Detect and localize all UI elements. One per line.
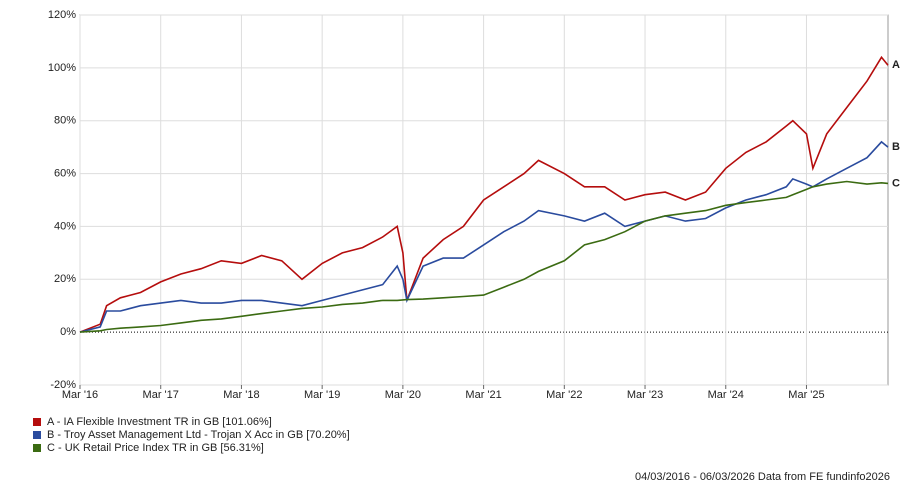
y-tick-label: -20%	[50, 379, 76, 391]
y-tick-label: 60%	[54, 167, 76, 179]
legend-swatch	[33, 431, 41, 439]
legend-swatch	[33, 444, 41, 452]
legend-label: A - IA Flexible Investment TR in GB [101…	[47, 416, 272, 428]
x-tick-label: Mar '18	[223, 389, 259, 401]
series-line	[79, 55, 889, 333]
y-tick-label: 0%	[60, 326, 76, 338]
footer: 04/03/2016 - 06/03/2026 Data from FE fun…	[635, 471, 890, 483]
series-line	[79, 140, 889, 333]
legend-swatch	[33, 418, 41, 426]
x-tick-label: Mar '22	[546, 389, 582, 401]
x-tick-label: Mar '17	[143, 389, 179, 401]
end-label: B	[892, 141, 900, 153]
y-tick-label: 100%	[48, 62, 76, 74]
y-tick-label: 20%	[54, 273, 76, 285]
legend-label: C - UK Retail Price Index TR in GB [56.3…	[47, 442, 264, 454]
y-tick-label: 120%	[48, 9, 76, 21]
y-tick-label: 40%	[54, 220, 76, 232]
x-tick-label: Mar '25	[788, 389, 824, 401]
series-line	[79, 180, 889, 333]
x-tick-label: Mar '20	[385, 389, 421, 401]
x-tick-label: Mar '21	[465, 389, 501, 401]
x-tick-label: Mar '19	[304, 389, 340, 401]
x-tick-label: Mar '16	[62, 389, 98, 401]
x-tick-label: Mar '24	[708, 389, 744, 401]
y-tick-label: 80%	[54, 115, 76, 127]
end-label: A	[892, 59, 900, 71]
legend-label: B - Troy Asset Management Ltd - Trojan X…	[47, 429, 350, 441]
x-tick-label: Mar '23	[627, 389, 663, 401]
end-label: C	[892, 177, 900, 189]
